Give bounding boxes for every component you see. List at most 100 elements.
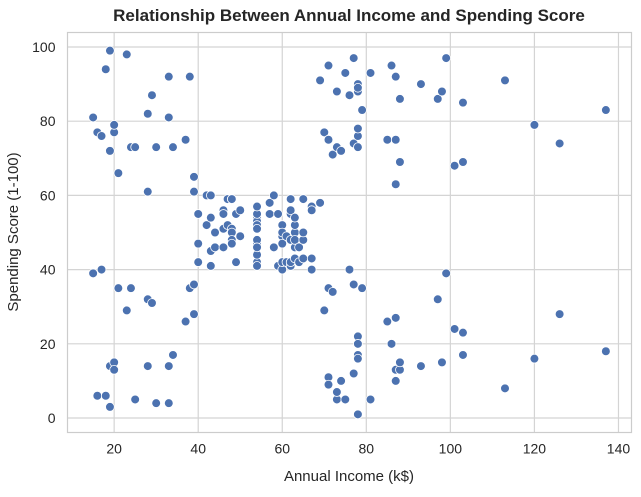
data-point — [96, 264, 107, 275]
data-point — [252, 261, 262, 271]
data-point — [395, 94, 405, 104]
data-point — [395, 357, 405, 368]
x-tick-label: 60 — [274, 441, 290, 457]
data-point — [395, 157, 405, 167]
data-point — [252, 223, 262, 234]
data-point — [554, 309, 565, 319]
data-point — [163, 112, 174, 123]
data-point — [390, 376, 401, 386]
data-point — [189, 172, 199, 182]
data-point — [218, 209, 229, 219]
data-point — [193, 257, 204, 267]
data-point — [353, 353, 363, 364]
data-point — [105, 402, 115, 412]
data-point — [382, 316, 393, 327]
data-point — [323, 379, 334, 390]
x-axis-label: Annual Income (k$) — [284, 468, 414, 485]
y-tick-label: 20 — [40, 336, 56, 352]
data-point — [105, 146, 115, 156]
data-point — [353, 409, 363, 420]
data-point — [386, 339, 397, 349]
data-point — [193, 209, 204, 219]
data-point — [449, 160, 460, 171]
data-point — [340, 394, 351, 405]
data-point — [206, 212, 216, 223]
data-point — [323, 134, 334, 145]
data-point — [344, 264, 355, 275]
data-point — [100, 64, 111, 75]
data-point — [390, 71, 401, 82]
data-point — [365, 68, 376, 78]
data-point — [235, 205, 246, 216]
data-point — [458, 350, 468, 360]
data-point — [390, 313, 401, 323]
data-point — [231, 257, 241, 267]
data-point — [113, 168, 124, 178]
y-tick-label: 0 — [48, 410, 56, 426]
data-point — [306, 253, 317, 264]
data-point — [298, 227, 309, 238]
data-point — [298, 194, 309, 204]
data-point — [315, 198, 325, 208]
data-point — [109, 364, 119, 375]
x-tick-label: 80 — [359, 441, 375, 457]
data-point — [298, 253, 309, 264]
data-point — [294, 242, 304, 253]
data-point — [163, 398, 174, 408]
data-point — [126, 283, 136, 293]
data-point — [180, 134, 191, 145]
data-point — [189, 186, 199, 197]
data-point — [163, 361, 174, 371]
data-point — [458, 327, 468, 338]
data-point — [390, 179, 401, 190]
x-tick-labels: 20 40 60 80 100 120 140 — [106, 441, 630, 457]
data-point — [323, 60, 334, 71]
data-point — [109, 120, 119, 130]
data-point — [269, 242, 279, 253]
data-point — [319, 127, 330, 138]
data-point — [210, 242, 220, 253]
data-point — [437, 86, 447, 97]
chart-title: Relationship Between Annual Income and S… — [113, 6, 585, 25]
data-point — [344, 90, 355, 101]
data-point — [601, 346, 611, 357]
data-point — [88, 268, 98, 279]
data-point — [201, 220, 212, 230]
data-point — [269, 190, 279, 201]
data-point — [327, 287, 338, 297]
data-point — [327, 149, 338, 160]
data-point — [142, 361, 153, 371]
data-point — [382, 134, 393, 145]
data-point — [163, 71, 174, 82]
y-axis-label: Spending Score (1-100) — [5, 152, 22, 311]
data-point — [264, 198, 275, 208]
data-point — [121, 305, 132, 316]
data-point — [189, 309, 199, 319]
data-point — [601, 105, 611, 115]
data-point — [306, 205, 317, 216]
data-point — [353, 142, 363, 152]
plot-area-frame — [66, 31, 633, 434]
data-point — [390, 134, 401, 145]
data-point — [147, 90, 157, 101]
data-point — [210, 227, 220, 238]
data-point — [218, 242, 229, 253]
data-point — [432, 94, 443, 104]
data-point — [88, 112, 98, 123]
data-point — [277, 238, 288, 249]
data-point — [227, 238, 237, 249]
data-point — [332, 387, 342, 397]
data-point — [142, 108, 153, 119]
data-point — [285, 194, 296, 204]
data-point — [441, 53, 451, 63]
data-point — [353, 82, 363, 93]
data-point — [290, 212, 300, 223]
data-point — [500, 75, 510, 86]
data-point — [121, 49, 132, 60]
data-point — [151, 398, 161, 408]
data-point — [458, 157, 468, 167]
data-point — [437, 357, 447, 368]
y-tick-label: 40 — [40, 262, 56, 278]
x-tick-label: 100 — [439, 441, 463, 457]
data-point — [92, 390, 103, 401]
